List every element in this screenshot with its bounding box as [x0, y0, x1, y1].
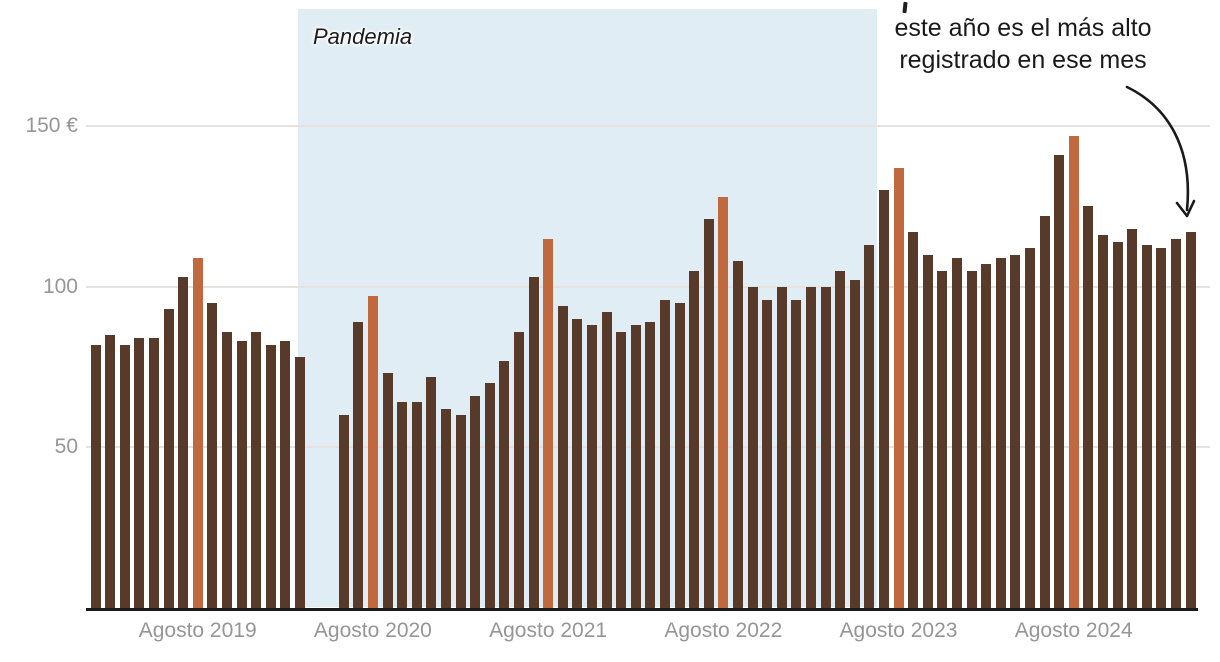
bar-month [499, 360, 510, 608]
bar-month [1141, 244, 1152, 608]
y-tick-label-100: 100 [42, 274, 78, 298]
bar-month [1010, 254, 1021, 608]
bar-month [163, 309, 174, 608]
bar-month [820, 286, 831, 608]
bar-month [280, 341, 291, 608]
bar-month [805, 286, 816, 608]
bar-month [1054, 154, 1065, 608]
bar-month [966, 270, 977, 608]
bar-month [236, 341, 247, 608]
bar-month [1170, 238, 1181, 608]
bar-month [878, 190, 889, 608]
bar-month [616, 331, 627, 608]
bar-august-highlight [718, 196, 729, 608]
bar-month [382, 373, 393, 608]
bar-month [1185, 232, 1196, 608]
bar-month [294, 357, 305, 608]
bar-month [90, 344, 101, 608]
bar-month [981, 264, 992, 608]
x-tick-label: Agosto 2023 [839, 619, 958, 642]
gridline-150 [86, 125, 1210, 128]
annotation-text: este año es el más alto registrado en es… [894, 12, 1151, 76]
bar-month [937, 270, 948, 608]
bar-month [178, 277, 189, 608]
bar-august-highlight [192, 257, 203, 608]
bar-month [426, 376, 437, 608]
bar-month [484, 383, 495, 608]
bar-month [849, 280, 860, 608]
bar-month [1156, 248, 1167, 608]
arrow-curve [1125, 85, 1190, 212]
bar-month [557, 305, 568, 608]
bar-month [951, 257, 962, 608]
bar-month [134, 338, 145, 608]
bar-month [630, 325, 641, 608]
bar-month [1112, 241, 1123, 608]
bar-month [908, 232, 919, 608]
bar-month [835, 270, 846, 608]
bar-month [1039, 216, 1050, 608]
bar-august-highlight [367, 296, 378, 608]
bar-month [572, 318, 583, 608]
bar-month [105, 334, 116, 608]
bar-month [674, 302, 685, 608]
bar-month [747, 286, 758, 608]
x-tick-label: Agosto 2020 [313, 619, 432, 642]
arrow-head [1175, 199, 1196, 218]
bar-month [338, 415, 349, 608]
bar-month [470, 395, 481, 608]
bar-august-highlight [893, 167, 904, 608]
bar-month [221, 331, 232, 608]
bar-month [732, 260, 743, 608]
bar-month [528, 277, 539, 608]
bar-month [440, 408, 451, 608]
bar-month [397, 402, 408, 608]
bar-month [119, 344, 130, 608]
x-tick-label: Agosto 2019 [138, 619, 257, 642]
bar-month [995, 257, 1006, 608]
annotation-line-2: registrado en ese mes [899, 46, 1147, 74]
bar-month [601, 312, 612, 608]
bar-august-highlight [543, 238, 554, 608]
bar-month [1127, 228, 1138, 608]
bar-month [251, 331, 262, 608]
bar-month [864, 244, 875, 608]
x-tick-label: Agosto 2022 [664, 619, 783, 642]
gridline-100 [86, 285, 1210, 288]
bar-august-highlight [1068, 135, 1079, 608]
x-tick-label: Agosto 2024 [1014, 619, 1133, 642]
bar-month [411, 402, 422, 608]
y-tick-label-150: 150 € [25, 114, 78, 138]
bar-month [265, 344, 276, 608]
bar-month [1097, 235, 1108, 608]
bar-month [703, 219, 714, 608]
pandemic-label: Pandemia [313, 24, 413, 49]
bar-month [586, 325, 597, 608]
bar-month [645, 322, 656, 608]
bar-month [207, 302, 218, 608]
x-axis-line [86, 608, 1198, 611]
bar-month [762, 299, 773, 608]
y-tick-label-50: 50 [54, 435, 78, 459]
bar-month [689, 270, 700, 608]
bar-month [353, 322, 364, 608]
bar-month [791, 299, 802, 608]
bar-month [659, 299, 670, 608]
annotation-line-1: este año es el más alto [894, 14, 1152, 42]
bar-month [776, 286, 787, 608]
bar-month [1083, 206, 1094, 608]
bar-month [1024, 248, 1035, 608]
x-tick-label: Agosto 2021 [489, 619, 608, 642]
bar-month [455, 415, 466, 608]
bar-month [922, 254, 933, 608]
bar-month [513, 331, 524, 608]
bar-month [148, 338, 159, 608]
